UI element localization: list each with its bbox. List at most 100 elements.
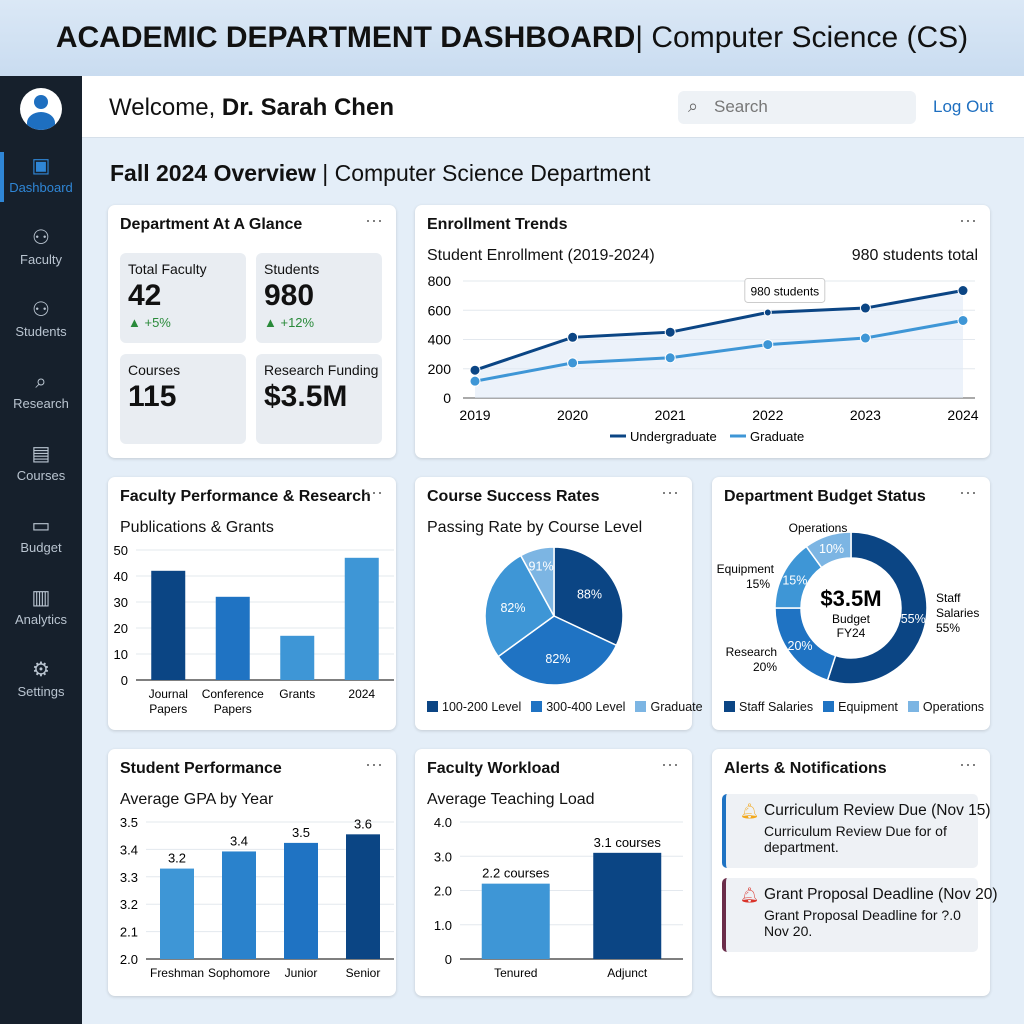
pie-slice xyxy=(497,615,618,686)
alert-curriculum-review[interactable]: 🔔︎ Curriculum Review Due (Nov 15) Curricul… xyxy=(722,794,991,868)
page-title: Fall 2024 Overview | Computer Science De… xyxy=(110,160,650,187)
y-tick-label: 2.0 xyxy=(120,952,138,967)
dashboard-grid-icon: ▣ xyxy=(31,155,51,177)
stat-value: $3.5M xyxy=(264,380,348,413)
pie-legend: 100-200 Level 300-400 Level Graduate xyxy=(427,700,703,714)
card-title: Faculty Performance & Research xyxy=(120,488,371,505)
course-success-card: Course Success Rates ⋯ Passing Rate by C… xyxy=(415,477,703,730)
stat-delta: ▲ +12% xyxy=(264,315,315,330)
search-input[interactable]: ⌕ Search xyxy=(678,91,916,124)
legend-item: Graduate xyxy=(635,700,703,714)
data-point xyxy=(859,302,871,314)
bell-icon: 🔔︎ xyxy=(740,803,760,820)
outer-label: Operations xyxy=(789,521,848,535)
wallet-icon: ▭ xyxy=(31,515,51,537)
app-subtitle: | Computer Science (CS) xyxy=(635,21,969,54)
card-title: Department At A Glance xyxy=(120,216,303,233)
gear-icon: ⚙ xyxy=(32,659,50,681)
bar-tenured xyxy=(481,883,550,959)
legend-label: Operations xyxy=(922,700,985,714)
card-title: Alerts & Notifications xyxy=(724,760,887,777)
outer-label: Salaries xyxy=(936,606,979,620)
bar-journal-papers xyxy=(151,570,186,680)
alert-text: Grant Proposal Deadline for ?.0 xyxy=(764,907,961,923)
legend-label: Equipment xyxy=(838,700,898,714)
card-title: Student Performance xyxy=(120,760,282,777)
more-menu-icon[interactable]: ⋯ xyxy=(661,755,680,775)
alert-text: Curriculum Review Due for of xyxy=(764,823,947,839)
segment-label: 55% xyxy=(901,612,926,626)
sidebar: ▣ Dashboard ⚇ Faculty ⚇ Students ⌕ Research ▤ Cou… xyxy=(0,76,82,1024)
slice-label: 88% xyxy=(577,587,602,601)
sidebar-item-label: Settings xyxy=(17,684,65,699)
area-fill xyxy=(475,290,963,398)
bar-conference-papers xyxy=(215,596,250,680)
x-tick-label: 2024 xyxy=(947,407,978,423)
more-menu-icon[interactable]: ⋯ xyxy=(959,483,978,503)
data-point xyxy=(567,331,579,343)
sidebar-item-faculty[interactable]: ⚇ Faculty xyxy=(0,224,82,284)
slice-label: 82% xyxy=(545,652,570,666)
tooltip-text: 980 students xyxy=(750,284,819,298)
sidebar-item-label: Research xyxy=(13,396,69,411)
more-menu-icon[interactable]: ⋯ xyxy=(661,483,680,503)
enrollment-chart: 0 200 400 600 800 2019 2020 2021 2022 2023 2024 Und… xyxy=(428,273,979,444)
legend-label: 300-400 Level xyxy=(546,700,626,714)
sidebar-item-analytics[interactable]: ▥ Analytics xyxy=(0,584,82,644)
sidebar-item-research[interactable]: ⌕ Research xyxy=(0,368,82,428)
sidebar-item-dashboard[interactable]: ▣ Dashboard xyxy=(0,152,82,212)
avatar[interactable] xyxy=(20,88,62,130)
search-icon: ⌕ xyxy=(688,96,699,116)
bar-senior xyxy=(346,834,380,959)
x-tick-label: Journal xyxy=(149,687,188,701)
legend-label: Graduate xyxy=(750,429,804,444)
y-tick-label: 0 xyxy=(121,673,128,688)
more-menu-icon[interactable]: ⋯ xyxy=(365,483,384,503)
y-tick-label: 0 xyxy=(445,952,452,967)
budget-total: $3.5M xyxy=(820,586,881,611)
enrollment-card: Enrollment Trends ⋯ Student Enrollment (… xyxy=(415,205,990,458)
bar-junior xyxy=(284,842,318,959)
bar-sophomore xyxy=(222,851,256,959)
legend-label: 100-200 Level xyxy=(442,700,522,714)
stat-label: Research Funding xyxy=(264,362,379,378)
more-menu-icon[interactable]: ⋯ xyxy=(959,755,978,775)
data-point xyxy=(957,314,969,326)
x-tick-label: Junior xyxy=(285,966,318,980)
x-tick-label: Papers xyxy=(214,702,252,716)
pie-slice xyxy=(484,554,555,658)
budget-legend: Staff Salaries Equipment Operations xyxy=(724,700,984,714)
logout-link[interactable]: Log Out xyxy=(933,97,994,116)
y-tick-label: 50 xyxy=(114,543,128,558)
more-menu-icon[interactable]: ⋯ xyxy=(365,755,384,775)
more-menu-icon[interactable]: ⋯ xyxy=(365,211,384,231)
users-icon: ⚇ xyxy=(32,227,50,249)
data-point xyxy=(957,285,969,297)
data-label: 3.4 xyxy=(230,833,248,848)
more-menu-icon[interactable]: ⋯ xyxy=(959,211,978,231)
x-tick-label: Tenured xyxy=(494,966,537,980)
segment-label: 20% xyxy=(788,639,813,653)
sidebar-item-students[interactable]: ⚇ Students xyxy=(0,296,82,356)
legend-item: 300-400 Level xyxy=(531,700,625,714)
legend-item: Operations xyxy=(907,700,985,714)
book-icon: ▤ xyxy=(31,443,51,465)
sidebar-item-budget[interactable]: ▭ Budget xyxy=(0,512,82,572)
y-tick-label: 1.0 xyxy=(434,918,452,933)
data-label: 3.2 xyxy=(168,851,186,866)
stat-value: 980 xyxy=(264,279,315,312)
outer-label: Staff xyxy=(936,591,961,605)
app-title: ACADEMIC DEPARTMENT DASHBOARD xyxy=(55,21,636,54)
chart-title: Average GPA by Year xyxy=(120,791,274,808)
sidebar-item-courses[interactable]: ▤ Courses xyxy=(0,440,82,500)
stat-label: Courses xyxy=(128,362,181,378)
card-title: Faculty Workload xyxy=(427,760,561,777)
budget-card: Department Budget Status ⋯ 55% 20% 15% 10% $… xyxy=(712,477,990,730)
slice-label: 91% xyxy=(529,560,554,574)
sidebar-item-settings[interactable]: ⚙ Settings xyxy=(0,656,82,716)
alert-grant-deadline[interactable]: 🔔︎ Grant Proposal Deadline (Nov 20) Grant … xyxy=(722,878,997,952)
faculty-workload-card: Faculty Workload ⋯ Average Teaching Load… xyxy=(415,749,692,996)
x-tick-label: 2020 xyxy=(557,407,588,423)
y-tick-label: 2.1 xyxy=(120,925,138,940)
outer-label: 15% xyxy=(746,577,770,591)
